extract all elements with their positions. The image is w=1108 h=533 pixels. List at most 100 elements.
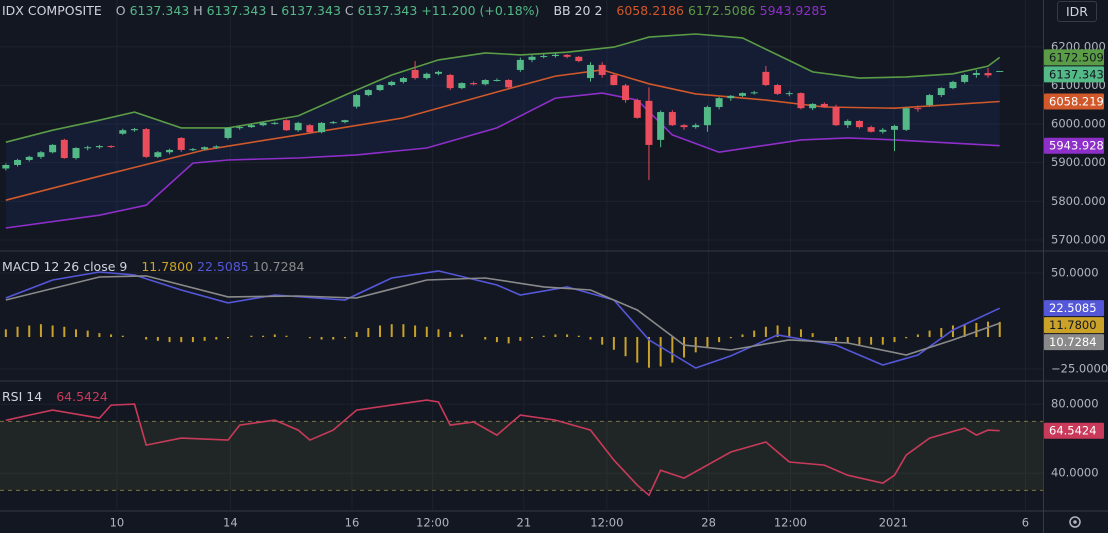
band-line	[5, 33, 1001, 143]
x-tick-label: 2021	[879, 516, 908, 530]
histogram-bar	[460, 334, 463, 337]
candle-body	[657, 112, 665, 140]
candle-body	[972, 73, 980, 75]
histogram-bar	[928, 330, 931, 337]
candle-body	[201, 147, 209, 150]
study-value: 22.5085	[197, 259, 249, 274]
candle-body	[832, 107, 840, 126]
candle-body	[715, 98, 723, 108]
candle-body	[528, 56, 536, 60]
candle-body	[879, 129, 887, 132]
candle-body	[130, 129, 138, 131]
histogram-bar	[4, 329, 7, 337]
histogram-bar	[998, 321, 1001, 337]
x-tick-label: 12:00	[590, 516, 623, 530]
candle-body	[107, 146, 115, 148]
candle-body	[785, 93, 793, 95]
gear[interactable]	[1069, 516, 1081, 528]
macd-line	[5, 270, 1001, 369]
histogram-bar	[975, 322, 978, 337]
candle-body	[540, 56, 548, 58]
histogram-bar	[28, 325, 31, 337]
histogram-bar	[285, 335, 288, 337]
y-tick-label: 80.0000	[1051, 397, 1099, 411]
candle-body	[516, 59, 524, 70]
histogram-bar	[881, 336, 884, 345]
candle-body	[329, 122, 337, 124]
candle-body	[376, 85, 384, 91]
candle-body	[446, 74, 454, 89]
x-tick-label: 21	[517, 516, 532, 530]
histogram-bar	[367, 328, 370, 337]
candle-body	[306, 125, 314, 133]
candle-body	[212, 146, 220, 148]
candle-body	[236, 127, 244, 129]
candle-body	[961, 74, 969, 82]
histogram-bar	[566, 334, 569, 337]
candle-body	[902, 108, 910, 130]
histogram-bar	[402, 324, 405, 337]
price-tag-label: 6137.343	[1049, 67, 1104, 81]
histogram-bar	[414, 325, 417, 337]
histogram-bar	[51, 325, 54, 337]
histogram-bar	[203, 336, 206, 341]
study-value: 5943.9285	[759, 3, 828, 18]
study-title: MACD 12 26 close 9	[2, 259, 128, 274]
histogram-bar	[507, 336, 510, 344]
candle-body	[353, 95, 361, 107]
y-tick-label: 5900.000	[1051, 155, 1106, 169]
histogram-bar	[215, 336, 218, 340]
histogram-bar	[75, 329, 78, 337]
candle-body	[598, 64, 606, 75]
histogram-bar	[659, 336, 662, 367]
price-tag	[1044, 422, 1104, 439]
candle-body	[434, 71, 442, 74]
histogram-bar	[425, 326, 428, 337]
y-tick-label: 5800.000	[1051, 194, 1106, 208]
settings-icon[interactable]	[1069, 516, 1081, 528]
histogram-bar	[636, 336, 639, 363]
histogram-bar	[987, 321, 990, 337]
candle-body	[423, 73, 431, 79]
price-tag	[1044, 300, 1104, 317]
ohlc-value: 6137.343	[281, 3, 341, 18]
histogram-bar	[835, 336, 838, 341]
histogram-bar	[145, 336, 148, 340]
rsi-legend: RSI 14 64.5424	[2, 389, 108, 404]
candle-body	[551, 54, 559, 57]
histogram-bar	[951, 325, 954, 337]
price-tag-label: 11.7800	[1049, 318, 1097, 332]
histogram-bar	[776, 325, 779, 337]
currency-button[interactable]: IDR	[1057, 1, 1097, 22]
histogram-bar	[542, 335, 545, 337]
histogram-bar	[601, 336, 604, 345]
candle-body	[926, 95, 934, 106]
histogram-bar	[484, 336, 487, 340]
price-tag-label: 6172.509	[1049, 50, 1104, 64]
histogram-bar	[250, 335, 253, 337]
candle-body	[458, 83, 466, 89]
ohlc-key: L	[270, 3, 278, 18]
histogram-bar	[753, 330, 756, 337]
histogram-bar	[788, 326, 791, 337]
candle-body	[774, 85, 782, 94]
gear-center[interactable]	[1073, 520, 1077, 524]
candle-body	[610, 74, 618, 86]
rsi-band	[0, 421, 1043, 491]
price-tag	[1044, 317, 1104, 334]
candle-body	[294, 122, 302, 131]
histogram-bar	[227, 336, 230, 339]
candle-body	[282, 120, 290, 131]
ohlc-key: H	[193, 3, 203, 18]
histogram-bar	[16, 326, 19, 337]
ohlc-value: 6137.343	[206, 3, 267, 18]
macd-legend: MACD 12 26 close 9 11.7800 22.5085 10.72…	[2, 259, 304, 274]
candle-body	[119, 130, 127, 134]
candle-body	[493, 79, 501, 81]
x-tick-label: 12:00	[774, 516, 807, 530]
histogram-bar	[870, 336, 873, 345]
candle-body	[72, 147, 80, 159]
histogram-bar	[893, 336, 896, 343]
